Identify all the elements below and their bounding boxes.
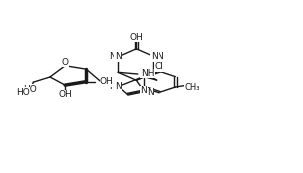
Text: N: N: [109, 82, 115, 91]
Text: N: N: [157, 52, 163, 61]
Text: O: O: [62, 58, 69, 67]
Text: N: N: [147, 88, 154, 97]
Text: OH: OH: [100, 77, 114, 86]
Text: NH: NH: [141, 69, 155, 78]
Text: HO: HO: [16, 88, 30, 97]
Text: CH₃: CH₃: [185, 83, 200, 92]
Text: N: N: [115, 82, 122, 91]
Text: N: N: [151, 52, 158, 61]
Text: OH: OH: [129, 33, 143, 42]
Text: N: N: [109, 52, 116, 61]
Text: N: N: [141, 86, 147, 95]
Text: N: N: [115, 52, 122, 61]
Text: OH: OH: [58, 90, 72, 99]
Text: HO: HO: [23, 85, 37, 94]
Text: Cl: Cl: [154, 62, 163, 71]
